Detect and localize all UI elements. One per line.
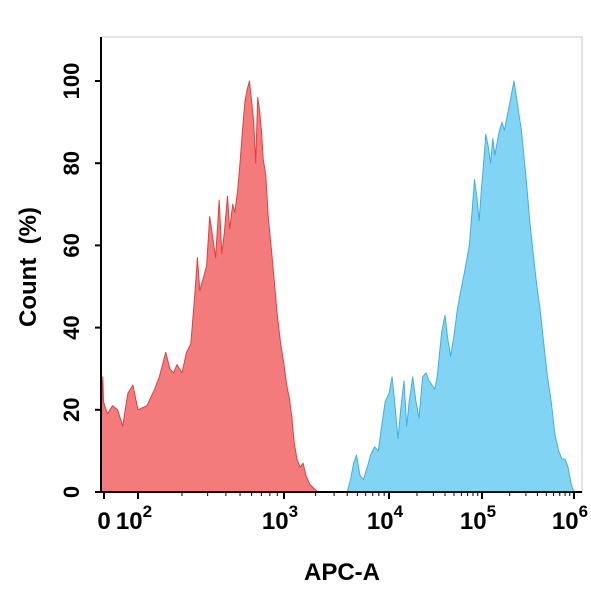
x-ticks-group: 0 102 103 104 105 106 xyxy=(97,492,588,535)
x-tick-label: 0 xyxy=(97,508,110,535)
y-tick-label: 100 xyxy=(59,63,84,100)
histogram-area-series-2 xyxy=(346,80,575,493)
y-tick-label: 0 xyxy=(59,486,84,498)
y-tick-label: 40 xyxy=(59,315,84,339)
y-tick-label: 80 xyxy=(59,151,84,175)
y-tick-label: 20 xyxy=(59,398,84,422)
y-ticks-group: 0 20 40 60 80 100 xyxy=(59,63,101,498)
x-axis-title: APC-A xyxy=(304,559,380,586)
histogram-area-series-1 xyxy=(100,80,319,493)
y-tick-label: 60 xyxy=(59,233,84,257)
x-tick-label: 105 xyxy=(460,502,496,535)
y-axis-title: Count (%) xyxy=(15,207,42,327)
x-tick-label: 103 xyxy=(262,502,298,535)
plot-frame xyxy=(101,36,583,492)
x-tick-label: 104 xyxy=(367,502,404,535)
x-tick-label: 106 xyxy=(552,502,588,535)
x-tick-label: 102 xyxy=(116,502,152,535)
axes-group xyxy=(100,36,583,493)
histogram-series-group xyxy=(100,80,575,493)
